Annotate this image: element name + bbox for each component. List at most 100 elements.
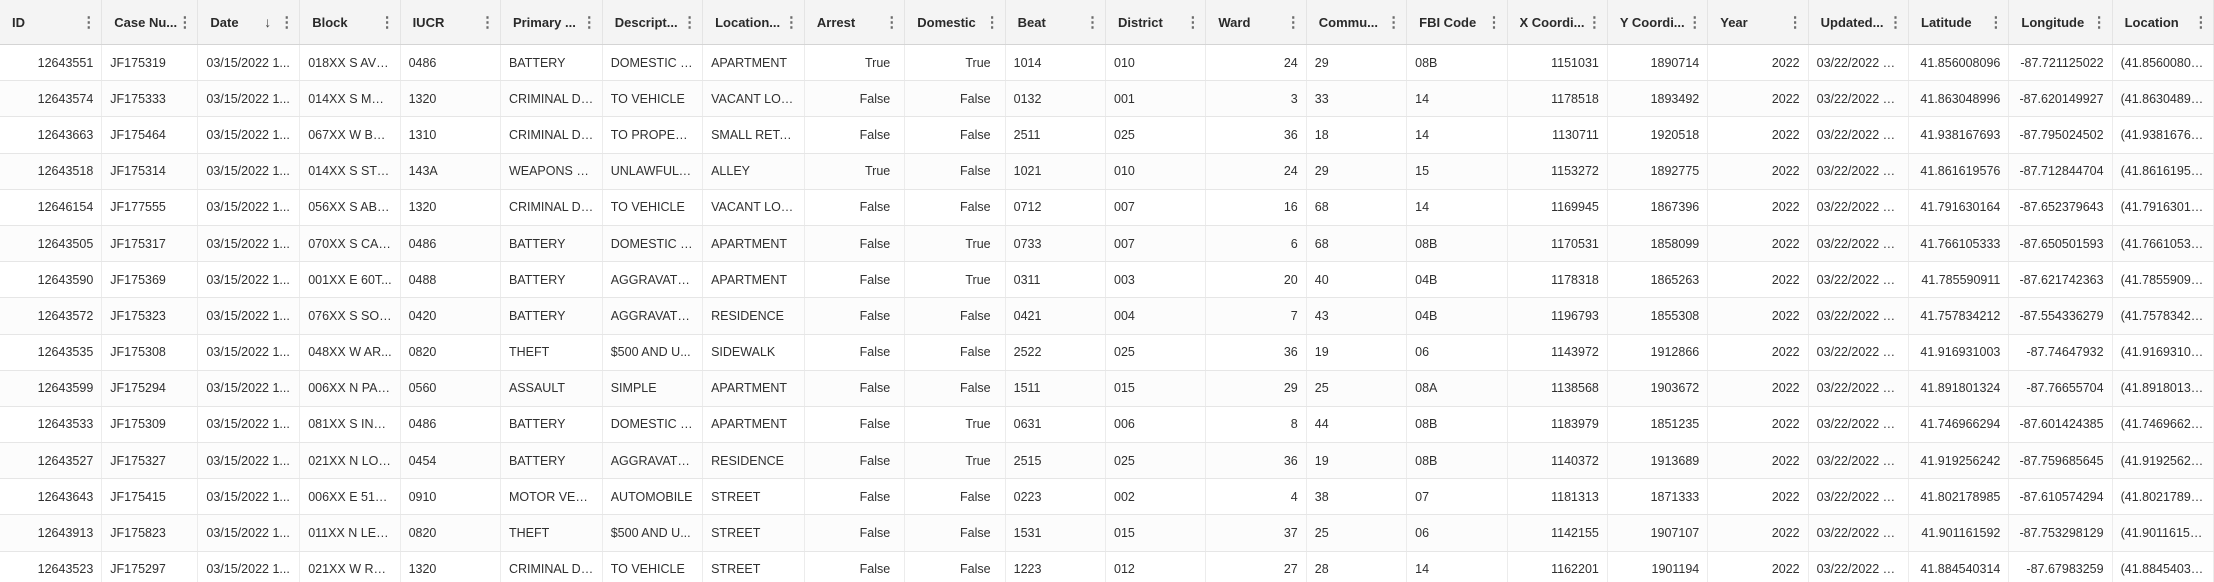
cell-arrest[interactable]: False [804, 297, 906, 335]
column-menu-icon[interactable]: ⋮ [1787, 13, 1803, 31]
cell-xcoord[interactable]: 1151031 [1507, 44, 1608, 82]
column-header-lat[interactable]: Latitude ⋮ [1908, 0, 2010, 45]
cell-block[interactable]: 021XX N LOR... [299, 442, 401, 480]
cell-year[interactable]: 2022 [1707, 225, 1809, 263]
cell-domestic[interactable]: False [904, 116, 1006, 154]
column-header-id[interactable]: ID ⋮ [0, 0, 103, 45]
cell-location[interactable]: (41.89180132... [2112, 370, 2214, 407]
column-menu-icon[interactable]: ⋮ [984, 13, 1000, 31]
cell-lon[interactable]: -87.620149927 [2008, 80, 2113, 118]
cell-year[interactable]: 2022 [1707, 514, 1809, 552]
cell-loc_desc[interactable]: STREET [702, 551, 805, 582]
cell-desc[interactable]: SIMPLE [602, 370, 704, 407]
cell-arrest[interactable]: False [804, 442, 906, 480]
table-row[interactable]: 12643505 JF175317 03/15/2022 1... 070XX S C… [0, 225, 2214, 263]
cell-beat[interactable]: 0311 [1005, 261, 1107, 299]
cell-primary[interactable]: BATTERY [500, 406, 603, 444]
cell-district[interactable]: 007 [1105, 189, 1207, 226]
cell-xcoord[interactable]: 1153272 [1507, 153, 1608, 190]
cell-arrest[interactable]: False [804, 370, 906, 407]
cell-fbi[interactable]: 15 [1406, 153, 1508, 190]
cell-ycoord[interactable]: 1851235 [1607, 406, 1709, 444]
cell-ward[interactable]: 16 [1205, 189, 1307, 226]
cell-block[interactable]: 081XX S INGL... [299, 406, 401, 444]
cell-updated[interactable]: 03/22/2022 0... [1808, 44, 1910, 82]
cell-community[interactable]: 19 [1306, 442, 1408, 480]
cell-fbi[interactable]: 04B [1406, 297, 1508, 335]
cell-ycoord[interactable]: 1912866 [1607, 334, 1709, 371]
cell-case[interactable]: JF175464 [101, 116, 199, 154]
cell-date[interactable]: 03/15/2022 1... [197, 297, 301, 335]
cell-lon[interactable]: -87.67983259 [2008, 551, 2113, 582]
cell-lon[interactable]: -87.795024502 [2008, 116, 2113, 154]
cell-updated[interactable]: 03/22/2022 0... [1808, 189, 1910, 226]
column-menu-icon[interactable]: ⋮ [783, 13, 799, 31]
cell-lat[interactable]: 41.891801324 [1908, 370, 2010, 407]
cell-beat[interactable]: 1531 [1005, 514, 1107, 552]
cell-lat[interactable]: 41.856008096 [1908, 44, 2010, 82]
table-row[interactable]: 12643533 JF175309 03/15/2022 1... 081XX S I… [0, 406, 2214, 444]
cell-fbi[interactable]: 08B [1406, 225, 1508, 263]
cell-case[interactable]: JF175308 [101, 334, 199, 371]
cell-desc[interactable]: $500 AND U... [602, 334, 704, 371]
table-row[interactable]: 12643572 JF175323 03/15/2022 1... 076XX S S… [0, 297, 2214, 335]
cell-community[interactable]: 43 [1306, 297, 1408, 335]
cell-district[interactable]: 007 [1105, 225, 1207, 263]
cell-primary[interactable]: BATTERY [500, 261, 603, 299]
cell-desc[interactable]: $500 AND U... [602, 514, 704, 552]
cell-id[interactable]: 12643663 [0, 116, 103, 154]
cell-updated[interactable]: 03/22/2022 0... [1808, 80, 1910, 118]
cell-date[interactable]: 03/15/2022 1... [197, 80, 301, 118]
cell-domestic[interactable]: False [904, 153, 1006, 190]
cell-id[interactable]: 12646154 [0, 189, 103, 226]
cell-desc[interactable]: UNLAWFUL P... [602, 153, 704, 190]
cell-year[interactable]: 2022 [1707, 44, 1809, 82]
sort-descending-icon[interactable]: ↓ [264, 14, 272, 30]
column-header-location[interactable]: Location ⋮ [2112, 0, 2214, 45]
cell-primary[interactable]: CRIMINAL DA... [500, 80, 603, 118]
cell-location[interactable]: (41.80217898... [2112, 478, 2214, 516]
cell-district[interactable]: 010 [1105, 153, 1207, 190]
cell-loc_desc[interactable]: RESIDENCE [702, 442, 805, 480]
cell-loc_desc[interactable]: APARTMENT [702, 225, 805, 263]
cell-primary[interactable]: THEFT [500, 514, 603, 552]
cell-case[interactable]: JF175369 [101, 261, 199, 299]
cell-community[interactable]: 38 [1306, 478, 1408, 516]
cell-lat[interactable]: 41.861619576 [1908, 153, 2010, 190]
cell-iucr[interactable]: 0454 [400, 442, 501, 480]
cell-fbi[interactable]: 08B [1406, 44, 1508, 82]
cell-updated[interactable]: 03/22/2022 0... [1808, 551, 1910, 582]
cell-beat[interactable]: 1021 [1005, 153, 1107, 190]
cell-updated[interactable]: 03/22/2022 0... [1808, 261, 1910, 299]
cell-domestic[interactable]: False [904, 80, 1006, 118]
column-header-iucr[interactable]: IUCR ⋮ [400, 0, 501, 45]
cell-primary[interactable]: BATTERY [500, 44, 603, 82]
cell-ward[interactable]: 24 [1205, 153, 1307, 190]
column-menu-icon[interactable]: ⋮ [1085, 13, 1100, 31]
cell-ycoord[interactable]: 1903672 [1607, 370, 1709, 407]
table-row[interactable]: 12643599 JF175294 03/15/2022 1... 006XX N P… [0, 370, 2214, 407]
cell-beat[interactable]: 0421 [1005, 297, 1107, 335]
cell-xcoord[interactable]: 1196793 [1507, 297, 1608, 335]
cell-community[interactable]: 19 [1306, 334, 1408, 371]
cell-case[interactable]: JF175327 [101, 442, 199, 480]
cell-district[interactable]: 025 [1105, 116, 1207, 154]
cell-loc_desc[interactable]: APARTMENT [702, 370, 805, 407]
cell-community[interactable]: 68 [1306, 225, 1408, 263]
cell-beat[interactable]: 1014 [1005, 44, 1107, 82]
cell-ward[interactable]: 27 [1205, 551, 1307, 582]
column-header-ycoord[interactable]: Y Coordi... ⋮ [1607, 0, 1709, 45]
cell-beat[interactable]: 1223 [1005, 551, 1107, 582]
column-menu-icon[interactable]: ⋮ [177, 13, 193, 31]
cell-lat[interactable]: 41.916931003 [1908, 334, 2010, 371]
cell-arrest[interactable]: True [804, 44, 906, 82]
column-menu-icon[interactable]: ⋮ [1486, 13, 1502, 31]
cell-date[interactable]: 03/15/2022 1... [197, 370, 301, 407]
table-row[interactable]: 12646154 JF177555 03/15/2022 1... 056XX S A… [0, 189, 2214, 226]
cell-loc_desc[interactable]: SMALL RETAI... [702, 116, 805, 154]
cell-desc[interactable]: TO VEHICLE [602, 189, 704, 226]
cell-updated[interactable]: 03/22/2022 0... [1808, 297, 1910, 335]
cell-community[interactable]: 68 [1306, 189, 1408, 226]
cell-district[interactable]: 025 [1105, 334, 1207, 371]
cell-loc_desc[interactable]: VACANT LOT ... [702, 189, 805, 226]
